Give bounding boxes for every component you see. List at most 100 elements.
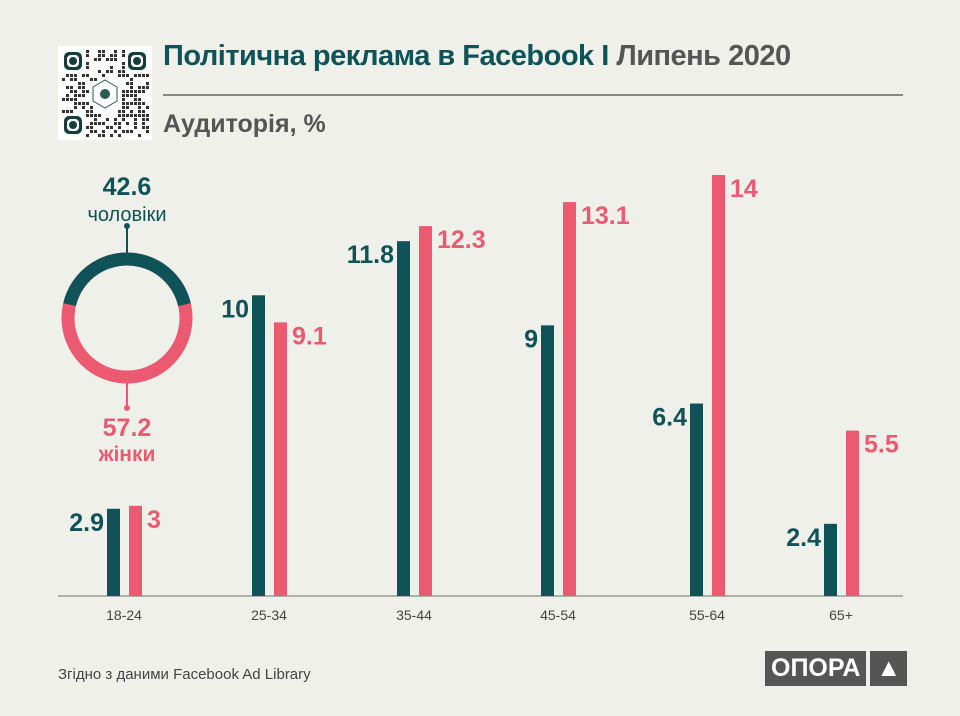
qr-dot (122, 118, 125, 121)
qr-dot (78, 82, 81, 85)
qr-dot (110, 54, 113, 57)
qr-dot (126, 90, 129, 93)
qr-dot (138, 134, 141, 137)
qr-dot (138, 114, 141, 117)
qr-dot (66, 110, 69, 113)
qr-dot (138, 98, 141, 101)
qr-dot (122, 66, 125, 69)
qr-dot (98, 114, 101, 117)
qr-dot (110, 126, 113, 129)
qr-dot (130, 82, 133, 85)
qr-dot (146, 126, 149, 129)
qr-dot (82, 90, 85, 93)
qr-dot (86, 114, 89, 117)
qr-dot (82, 74, 85, 77)
qr-dot (126, 74, 129, 77)
qr-dot (118, 126, 121, 129)
qr-dot (118, 122, 121, 125)
bar-men (397, 241, 410, 596)
qr-dot (86, 110, 89, 113)
qr-dot (122, 54, 125, 57)
qr-dot (86, 90, 89, 93)
qr-dot (122, 106, 125, 109)
qr-dot (102, 74, 105, 77)
qr-dot (102, 134, 105, 137)
qr-dot (70, 90, 73, 93)
qr-dot (74, 98, 77, 101)
qr-dot (98, 134, 101, 137)
qr-dot (78, 94, 81, 97)
bar-women (419, 226, 432, 596)
qr-dot (114, 58, 117, 61)
qr-dot (142, 90, 145, 93)
qr-dot (82, 94, 85, 97)
qr-dot (138, 106, 141, 109)
qr-dot (130, 130, 133, 133)
source-note: Згідно з даними Facebook Ad Library (58, 666, 311, 683)
label-women: 3 (147, 506, 161, 534)
qr-dot (138, 102, 141, 105)
bar-men (252, 295, 265, 596)
qr-dot (130, 110, 133, 113)
qr-dot (146, 74, 149, 77)
qr-dot (126, 114, 129, 117)
divider (163, 94, 903, 96)
qr-dot (94, 130, 97, 133)
women-leader-dot (124, 405, 130, 411)
qr-dot (134, 90, 137, 93)
qr-dot (102, 54, 105, 57)
qr-dot (138, 90, 141, 93)
logo-text: ОПОРА (765, 651, 867, 686)
title-main: Політична реклама в Facebook I (163, 40, 609, 72)
qr-dot (106, 118, 109, 121)
qr-dot (86, 126, 89, 129)
donut-slice-men (61, 252, 193, 384)
qr-dot (86, 66, 89, 69)
qr-dot (126, 106, 129, 109)
bar-men (107, 508, 120, 596)
bar-men (541, 325, 554, 596)
qr-dot (66, 74, 69, 77)
qr-dot (122, 50, 125, 53)
qr-dot (90, 78, 93, 81)
qr-dot (134, 122, 137, 125)
label-men: 9 (524, 325, 538, 353)
qr-dot (62, 98, 65, 101)
qr-dot (90, 126, 93, 129)
qr-dot (86, 62, 89, 65)
qr-dot (134, 118, 137, 121)
qr-dot (122, 62, 125, 65)
qr-dot (122, 102, 125, 105)
bar-women (274, 322, 287, 596)
qr-dot (114, 54, 117, 57)
qr-dot (118, 114, 121, 117)
qr-dot (126, 102, 129, 105)
qr-dot (94, 58, 97, 61)
qr-dot (106, 126, 109, 129)
bar-women (712, 175, 725, 596)
qr-dot (110, 134, 113, 137)
qr-dot (78, 86, 81, 89)
qr-dot (70, 86, 73, 89)
qr-dot (98, 58, 101, 61)
qr-dot (122, 74, 125, 77)
qr-dot (126, 82, 129, 85)
label-women: 12.3 (437, 226, 486, 254)
qr-dot (94, 78, 97, 81)
qr-dot (146, 82, 149, 85)
qr-dot (102, 130, 105, 133)
opora-logo: ОПОРА ▲ (765, 651, 908, 686)
qr-dot (134, 98, 137, 101)
qr-code (58, 46, 152, 140)
qr-dot (110, 66, 113, 69)
qr-dot (82, 82, 85, 85)
qr-dot (86, 134, 89, 137)
qr-dot (66, 98, 69, 101)
men-value: 42.6 (103, 173, 152, 201)
qr-dot (118, 110, 121, 113)
qr-dot (70, 110, 73, 113)
qr-dot (126, 94, 129, 97)
qr-dot (134, 94, 137, 97)
